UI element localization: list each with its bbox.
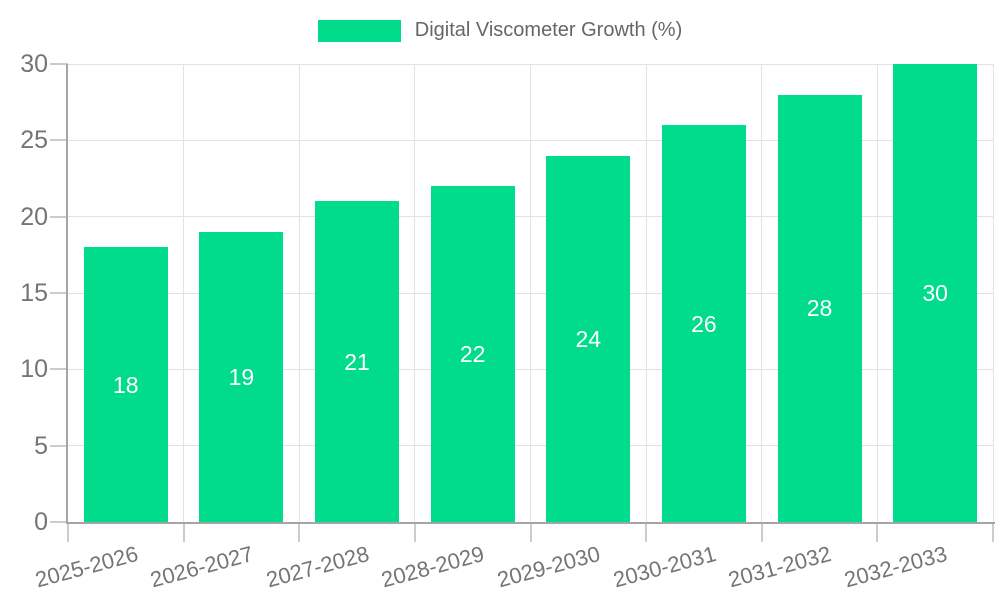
bar-2031-2032[interactable] xyxy=(777,94,862,522)
bar-value-label: 22 xyxy=(459,341,486,368)
x-axis-tick xyxy=(67,522,69,542)
x-axis-tick xyxy=(645,522,648,542)
x-axis-label: 2027-2028 xyxy=(263,541,372,593)
bar-value-label: 19 xyxy=(228,363,255,390)
x-gridline xyxy=(183,64,185,522)
x-gridline xyxy=(645,64,647,522)
y-axis-tick xyxy=(50,63,68,65)
x-axis-tick xyxy=(992,522,994,542)
y-axis-tick xyxy=(50,521,68,523)
x-axis-tick xyxy=(876,522,879,542)
x-axis-label: 2025-2026 xyxy=(32,541,141,593)
x-axis-label: 2026-2027 xyxy=(147,541,256,593)
bar-value-label: 18 xyxy=(113,371,139,398)
y-axis-tick-label: 20 xyxy=(20,202,48,231)
x-axis-tick xyxy=(298,522,301,542)
x-axis-label: 2029-2030 xyxy=(494,541,603,593)
y-axis-tick-label: 10 xyxy=(20,355,48,384)
x-axis-line xyxy=(66,522,995,524)
bar-2025-2026[interactable] xyxy=(83,247,168,522)
bar-2027-2028[interactable] xyxy=(315,201,400,522)
y-axis-tick xyxy=(50,368,68,371)
x-axis-tick xyxy=(182,522,185,542)
chart-legend[interactable]: Digital Viscometer Growth (%) xyxy=(0,19,1000,42)
y-axis-tick xyxy=(50,292,68,294)
y-axis-tick-label: 25 xyxy=(20,126,48,155)
bar-2028-2029[interactable] xyxy=(430,186,515,522)
x-gridline xyxy=(298,64,300,522)
x-axis-label: 2032-2033 xyxy=(841,541,950,593)
bar-2026-2027[interactable] xyxy=(199,231,284,522)
x-gridline xyxy=(530,64,531,522)
x-axis-label: 2030-2031 xyxy=(610,541,719,593)
x-gridline xyxy=(876,64,878,522)
x-gridline xyxy=(761,64,763,522)
y-axis-tick-label: 0 xyxy=(34,508,48,536)
bar-value-label: 28 xyxy=(806,295,833,322)
x-gridline xyxy=(414,64,416,522)
x-axis-tick xyxy=(760,522,763,542)
legend-swatch xyxy=(317,19,401,42)
bar-2032-2033[interactable] xyxy=(893,64,978,522)
y-axis-tick-label: 5 xyxy=(34,431,48,460)
legend-label: Digital Viscometer Growth (%) xyxy=(414,19,683,41)
y-axis-tick-label: 15 xyxy=(20,279,48,307)
y-axis-tick xyxy=(50,215,68,218)
bar-value-label: 24 xyxy=(575,325,602,352)
x-axis-label: 2028-2029 xyxy=(379,541,488,593)
x-gridline xyxy=(992,64,994,522)
bar-value-label: 26 xyxy=(691,310,717,337)
x-axis-tick xyxy=(529,522,532,542)
y-axis-tick-label: 30 xyxy=(20,50,48,78)
y-axis-tick xyxy=(50,444,68,447)
y-axis-tick xyxy=(50,139,68,142)
y-axis-line xyxy=(66,64,68,524)
bar-value-label: 30 xyxy=(922,280,948,306)
bar-2030-2031[interactable] xyxy=(661,125,746,522)
x-axis-tick xyxy=(413,522,416,542)
x-axis-label: 2031-2032 xyxy=(725,541,835,593)
bar-2029-2030[interactable] xyxy=(546,155,631,522)
bar-value-label: 21 xyxy=(344,348,370,375)
